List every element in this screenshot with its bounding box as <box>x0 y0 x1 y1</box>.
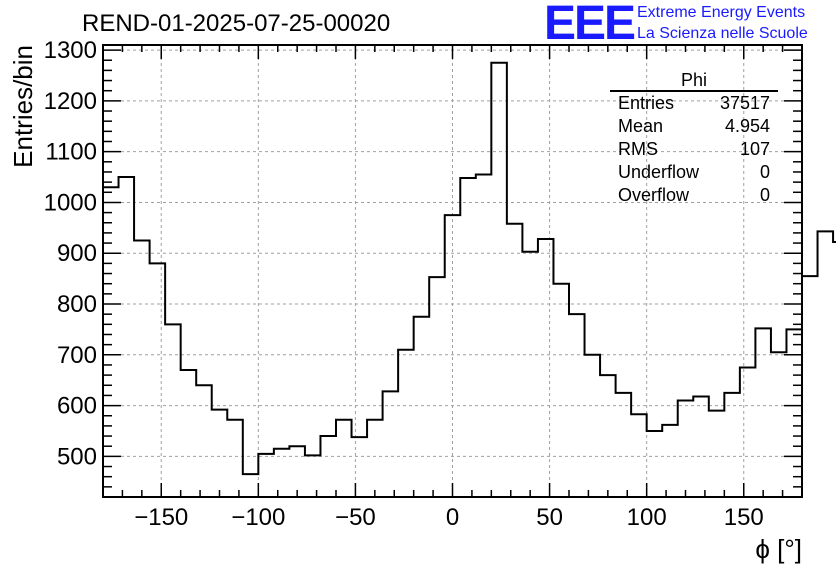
y-tick-label: 1200 <box>44 88 97 115</box>
histogram-bin <box>305 455 321 497</box>
histogram-bin <box>289 446 305 497</box>
stats-value: 107 <box>739 139 770 159</box>
histogram-bin <box>724 393 740 497</box>
stats-value: 4.954 <box>724 116 770 136</box>
x-axis-label: ϕ [°] <box>755 534 802 564</box>
stats-row-overflow: Overflow 0 <box>610 184 778 207</box>
y-tick-label: 600 <box>57 393 97 420</box>
chart-title: REND-01-2025-07-25-00020 <box>82 10 391 37</box>
histogram-bin <box>150 263 166 497</box>
histogram-bin <box>585 355 601 497</box>
histogram-bin <box>740 367 756 497</box>
y-tick-label: 1000 <box>44 189 97 216</box>
histogram-bin <box>802 276 818 497</box>
histogram-bin <box>445 215 461 497</box>
stats-title: Phi <box>610 70 778 92</box>
histogram-bin <box>491 63 507 497</box>
histogram-bin <box>507 224 523 497</box>
stats-value: 0 <box>759 162 770 182</box>
y-tick-label: 1300 <box>44 37 97 64</box>
histogram-bin <box>212 410 228 497</box>
histogram-bin <box>414 317 430 497</box>
histogram-bin <box>553 284 569 497</box>
y-tick-label: 1100 <box>45 139 97 166</box>
x-tick-label: −50 <box>335 504 376 531</box>
logo-line-2: La Scienza nelle Scuole <box>637 25 808 42</box>
histogram-bin <box>771 352 787 497</box>
stats-row-rms: RMS 107 <box>610 138 778 161</box>
eee-logo: EEE <box>544 0 636 50</box>
histogram-bin <box>476 175 492 497</box>
y-tick-label: 700 <box>57 342 97 369</box>
stats-key: RMS <box>618 139 658 159</box>
histogram-bin <box>755 328 771 497</box>
stats-value: 0 <box>759 185 770 205</box>
histogram-bin <box>119 177 135 497</box>
histogram-bin <box>693 396 709 497</box>
histogram-bin <box>165 324 181 497</box>
histogram-bin <box>352 437 368 497</box>
histogram-bin <box>538 239 554 497</box>
x-tick-label: −150 <box>134 504 188 531</box>
logo-line-1: Extreme Energy Events <box>637 4 806 21</box>
histogram-bin <box>786 329 802 497</box>
histogram-bin <box>383 391 399 497</box>
x-tick-label: 50 <box>536 504 563 531</box>
histogram-bin <box>227 420 243 497</box>
x-tick-label: 150 <box>724 504 764 531</box>
stats-value: 37517 <box>719 93 770 113</box>
histogram-bin <box>196 385 212 497</box>
histogram-bin <box>429 277 445 497</box>
histogram-bin <box>258 454 274 497</box>
y-axis-label: Entries/bin <box>8 45 38 168</box>
histogram-bin <box>631 414 647 497</box>
stats-key: Overflow <box>618 185 690 205</box>
y-tick-label: 800 <box>57 291 97 318</box>
x-tick-label: 0 <box>446 504 459 531</box>
y-tick-label: 900 <box>57 240 97 267</box>
histogram-bin <box>709 411 725 497</box>
histogram-bin <box>616 393 632 497</box>
y-tick-label: 500 <box>57 443 97 470</box>
histogram-bin <box>243 474 259 497</box>
histogram-bin <box>522 252 538 497</box>
histogram-line <box>103 61 836 476</box>
histogram-bin <box>103 187 119 497</box>
x-tick-label: −100 <box>231 504 285 531</box>
histogram-bin <box>678 401 694 497</box>
histogram-bin <box>367 420 383 497</box>
stats-row-underflow: Underflow 0 <box>610 161 778 184</box>
histogram-bin <box>336 420 352 497</box>
histogram-bin <box>320 436 336 497</box>
stats-key: Underflow <box>618 162 700 182</box>
histogram-bin <box>181 370 197 497</box>
x-tick-label: 100 <box>627 504 667 531</box>
histogram-bin <box>398 350 414 497</box>
stats-row-mean: Mean 4.954 <box>610 115 778 138</box>
stats-key: Entries <box>618 93 675 113</box>
histogram-bin <box>662 425 678 497</box>
histogram-bin <box>600 375 616 497</box>
histogram-bin <box>818 231 834 497</box>
histogram-bin <box>569 314 585 497</box>
stats-box: Phi Entries 37517 Mean 4.954 RMS 107 Und… <box>610 70 778 207</box>
stats-row-entries: Entries 37517 <box>610 92 778 115</box>
histogram-bin <box>274 449 290 497</box>
histogram-bin <box>134 241 150 497</box>
histogram-bin <box>647 431 663 497</box>
stats-key: Mean <box>618 116 664 136</box>
histogram-bin <box>460 178 476 497</box>
